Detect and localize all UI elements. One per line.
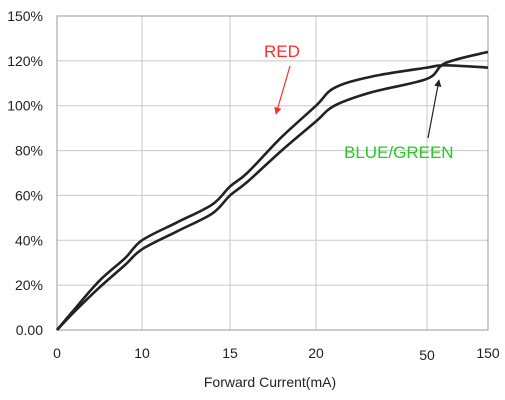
- annotation-blue-green-arrow: [427, 79, 442, 139]
- y-tick-label: 80%: [15, 143, 43, 159]
- x-axis-tick-labels: 0 10 15 20 50 150: [53, 345, 500, 363]
- y-tick-label: 60%: [15, 187, 43, 203]
- y-tick-label: 40%: [15, 232, 43, 248]
- x-tick-label: 20: [308, 345, 324, 361]
- annotations: RED BLUE/GREEN: [264, 42, 454, 162]
- y-tick-label: 20%: [15, 277, 43, 293]
- series-lines: [55, 50, 489, 331]
- annotation-red-arrow: [274, 65, 291, 115]
- x-axis-label: Forward Current(mA): [204, 374, 336, 390]
- x-tick-label: 10: [134, 345, 150, 361]
- y-axis-tick-labels: 0.00 20% 40% 60% 80% 100% 120% 150%: [7, 8, 43, 338]
- annotation-red-label: RED: [264, 42, 300, 61]
- x-tick-label: 150: [476, 345, 500, 361]
- series-line-red: [55, 64, 489, 331]
- x-tick-label: 0: [53, 345, 61, 361]
- plot-frame: [56, 15, 489, 331]
- x-tick-label: 15: [222, 345, 238, 361]
- y-tick-label: 150%: [7, 8, 43, 24]
- x-tick-label: 50: [419, 347, 435, 363]
- y-tick-label: 120%: [7, 53, 43, 69]
- y-tick-label: 100%: [7, 98, 43, 114]
- series-line-blue-green: [56, 50, 489, 331]
- y-tick-label: 0.00: [16, 322, 43, 338]
- grid: [57, 15, 488, 331]
- annotation-blue-green-label: BLUE/GREEN: [344, 143, 454, 162]
